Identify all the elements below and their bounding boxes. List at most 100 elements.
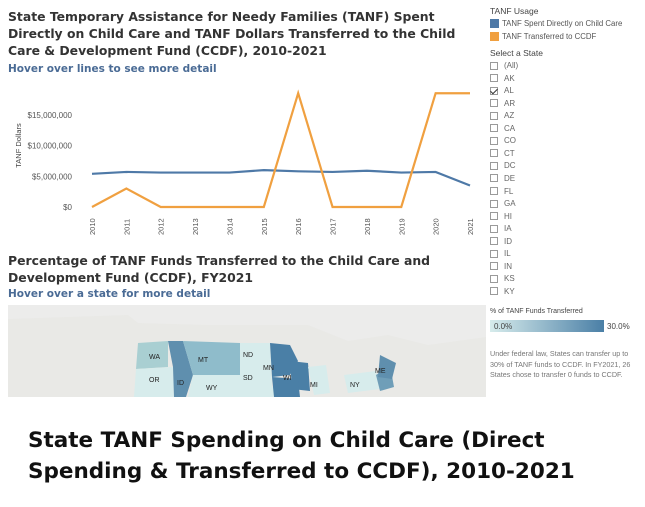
y-tick-label: $15,000,000 xyxy=(28,111,73,120)
x-tick-label: 2020 xyxy=(432,218,441,235)
state-option-label: AR xyxy=(504,98,516,108)
state-checkbox[interactable] xyxy=(490,174,498,183)
state-wy-shape xyxy=(188,375,240,397)
state-option-hi[interactable]: HI xyxy=(490,210,512,223)
state-option-in[interactable]: IN xyxy=(490,260,512,273)
state-option-label: DE xyxy=(504,173,516,183)
state-checkbox[interactable] xyxy=(490,61,498,70)
series-line-transferred[interactable] xyxy=(91,89,470,209)
state-option-all[interactable]: (All) xyxy=(490,59,518,72)
state-checkbox[interactable] xyxy=(490,287,498,296)
state-option-ak[interactable]: AK xyxy=(490,72,515,85)
state-option-label: AL xyxy=(504,86,514,96)
state-option-label: AZ xyxy=(504,111,515,121)
us-map[interactable]: WA MT ND MN OR ID SD WI WY MI NY ME xyxy=(8,305,486,397)
state-checkbox[interactable] xyxy=(490,212,498,221)
state-option-az[interactable]: AZ xyxy=(490,109,514,122)
state-option-ky[interactable]: KY xyxy=(490,285,515,298)
state-checkbox[interactable] xyxy=(490,249,498,258)
state-checkbox[interactable] xyxy=(490,99,498,108)
state-option-label: ID xyxy=(504,236,512,246)
legend-swatch-transferred xyxy=(490,32,499,41)
state-option-label: (All) xyxy=(504,61,519,70)
state-me-shape xyxy=(378,355,396,379)
state-option-label: IL xyxy=(504,249,511,259)
state-checkbox[interactable] xyxy=(490,74,498,83)
line-chart-hover-hint: Hover over lines to see more detail xyxy=(8,63,217,75)
state-mt-shape xyxy=(183,341,240,375)
state-option-ga[interactable]: GA xyxy=(490,197,516,210)
state-option-label: CA xyxy=(504,123,516,133)
tanf-line-chart[interactable]: TANF Dollars $0 $5,000,000 $10,000,000 $15,… xyxy=(0,78,486,250)
state-option-id[interactable]: ID xyxy=(490,235,512,248)
state-label-wa: WA xyxy=(149,354,161,361)
state-option-ct[interactable]: CT xyxy=(490,147,515,160)
legend-label-transferred: TANF Transferred to CCDF xyxy=(502,32,597,41)
map-chart-title: Percentage of TANF Funds Transferred to … xyxy=(8,253,431,285)
x-tick-label: 2014 xyxy=(225,218,234,235)
state-option-co[interactable]: CO xyxy=(490,134,516,147)
state-option-label: IN xyxy=(504,261,512,271)
state-checkbox[interactable] xyxy=(490,199,498,208)
state-label-mi: MI xyxy=(310,382,318,389)
x-tick-label: 2012 xyxy=(157,218,166,235)
y-tick-label: $0 xyxy=(63,203,72,212)
state-checkbox[interactable] xyxy=(490,161,498,170)
state-checkbox[interactable] xyxy=(490,149,498,158)
state-option-label: FL xyxy=(504,186,514,196)
state-option-dc[interactable]: DC xyxy=(490,159,516,172)
map-chart-hover-hint: Hover over a state for more detail xyxy=(8,288,211,300)
scale-max-label: 30.0% xyxy=(607,322,630,331)
x-tick-label: 2018 xyxy=(363,218,372,235)
state-checkbox[interactable] xyxy=(490,274,498,283)
state-option-il[interactable]: IL xyxy=(490,247,511,260)
state-option-al[interactable]: AL xyxy=(490,84,514,97)
state-wa-shape xyxy=(136,341,168,369)
series-line-direct[interactable] xyxy=(91,168,471,187)
state-ne-shape xyxy=(240,387,278,397)
x-tick-label: 2011 xyxy=(122,219,131,235)
state-label-mn: MN xyxy=(263,365,274,372)
caption: State TANF Spending on Child Care (Direc… xyxy=(28,428,575,484)
state-option-ca[interactable]: CA xyxy=(490,122,515,135)
scale-title: % of TANF Funds Transferred xyxy=(490,308,583,315)
state-checkbox[interactable] xyxy=(490,237,498,246)
state-checkbox[interactable] xyxy=(490,111,498,120)
state-option-label: CO xyxy=(504,136,516,146)
state-option-ks[interactable]: KS xyxy=(490,272,515,285)
legend-label-direct: TANF Spent Directly on Child Care xyxy=(502,19,623,28)
state-option-ar[interactable]: AR xyxy=(490,97,515,110)
state-id-shape xyxy=(168,341,193,397)
scale-min-label: 0.0% xyxy=(494,322,513,331)
legend-item-direct[interactable]: TANF Spent Directly on Child Care xyxy=(490,17,622,30)
state-checkbox[interactable] xyxy=(490,262,498,271)
x-tick-label: 2017 xyxy=(329,218,338,235)
x-tick-label: 2015 xyxy=(260,218,269,235)
state-ny-shape xyxy=(344,371,380,393)
y-axis-title: TANF Dollars xyxy=(14,123,23,168)
state-checkbox[interactable] xyxy=(490,136,498,145)
state-option-fl[interactable]: FL xyxy=(490,185,513,198)
state-option-de[interactable]: DE xyxy=(490,172,515,185)
state-checkbox[interactable] xyxy=(490,86,498,95)
state-label-me: ME xyxy=(375,368,386,375)
state-option-label: GA xyxy=(504,199,516,209)
state-ia-shape xyxy=(272,377,300,397)
state-option-ia[interactable]: IA xyxy=(490,222,512,235)
state-sd-shape xyxy=(240,365,272,387)
x-tick-label: 2019 xyxy=(397,218,406,235)
state-checkbox[interactable] xyxy=(490,124,498,133)
state-checkbox[interactable] xyxy=(490,224,498,233)
x-tick-label: 2013 xyxy=(191,218,200,235)
x-tick-label: 2021 xyxy=(466,218,475,235)
state-mi-shape xyxy=(308,365,330,395)
state-label-wi: WI xyxy=(283,375,292,382)
state-checkbox[interactable] xyxy=(490,187,498,195)
line-chart-title: State Temporary Assistance for Needy Fam… xyxy=(8,9,456,58)
canada-land xyxy=(8,305,486,345)
state-nd-shape xyxy=(240,343,271,365)
state-option-label: HI xyxy=(504,211,512,221)
y-tick-label: $10,000,000 xyxy=(28,142,73,151)
color-scale-bar xyxy=(490,320,604,332)
legend-item-transferred[interactable]: TANF Transferred to CCDF xyxy=(490,30,622,43)
